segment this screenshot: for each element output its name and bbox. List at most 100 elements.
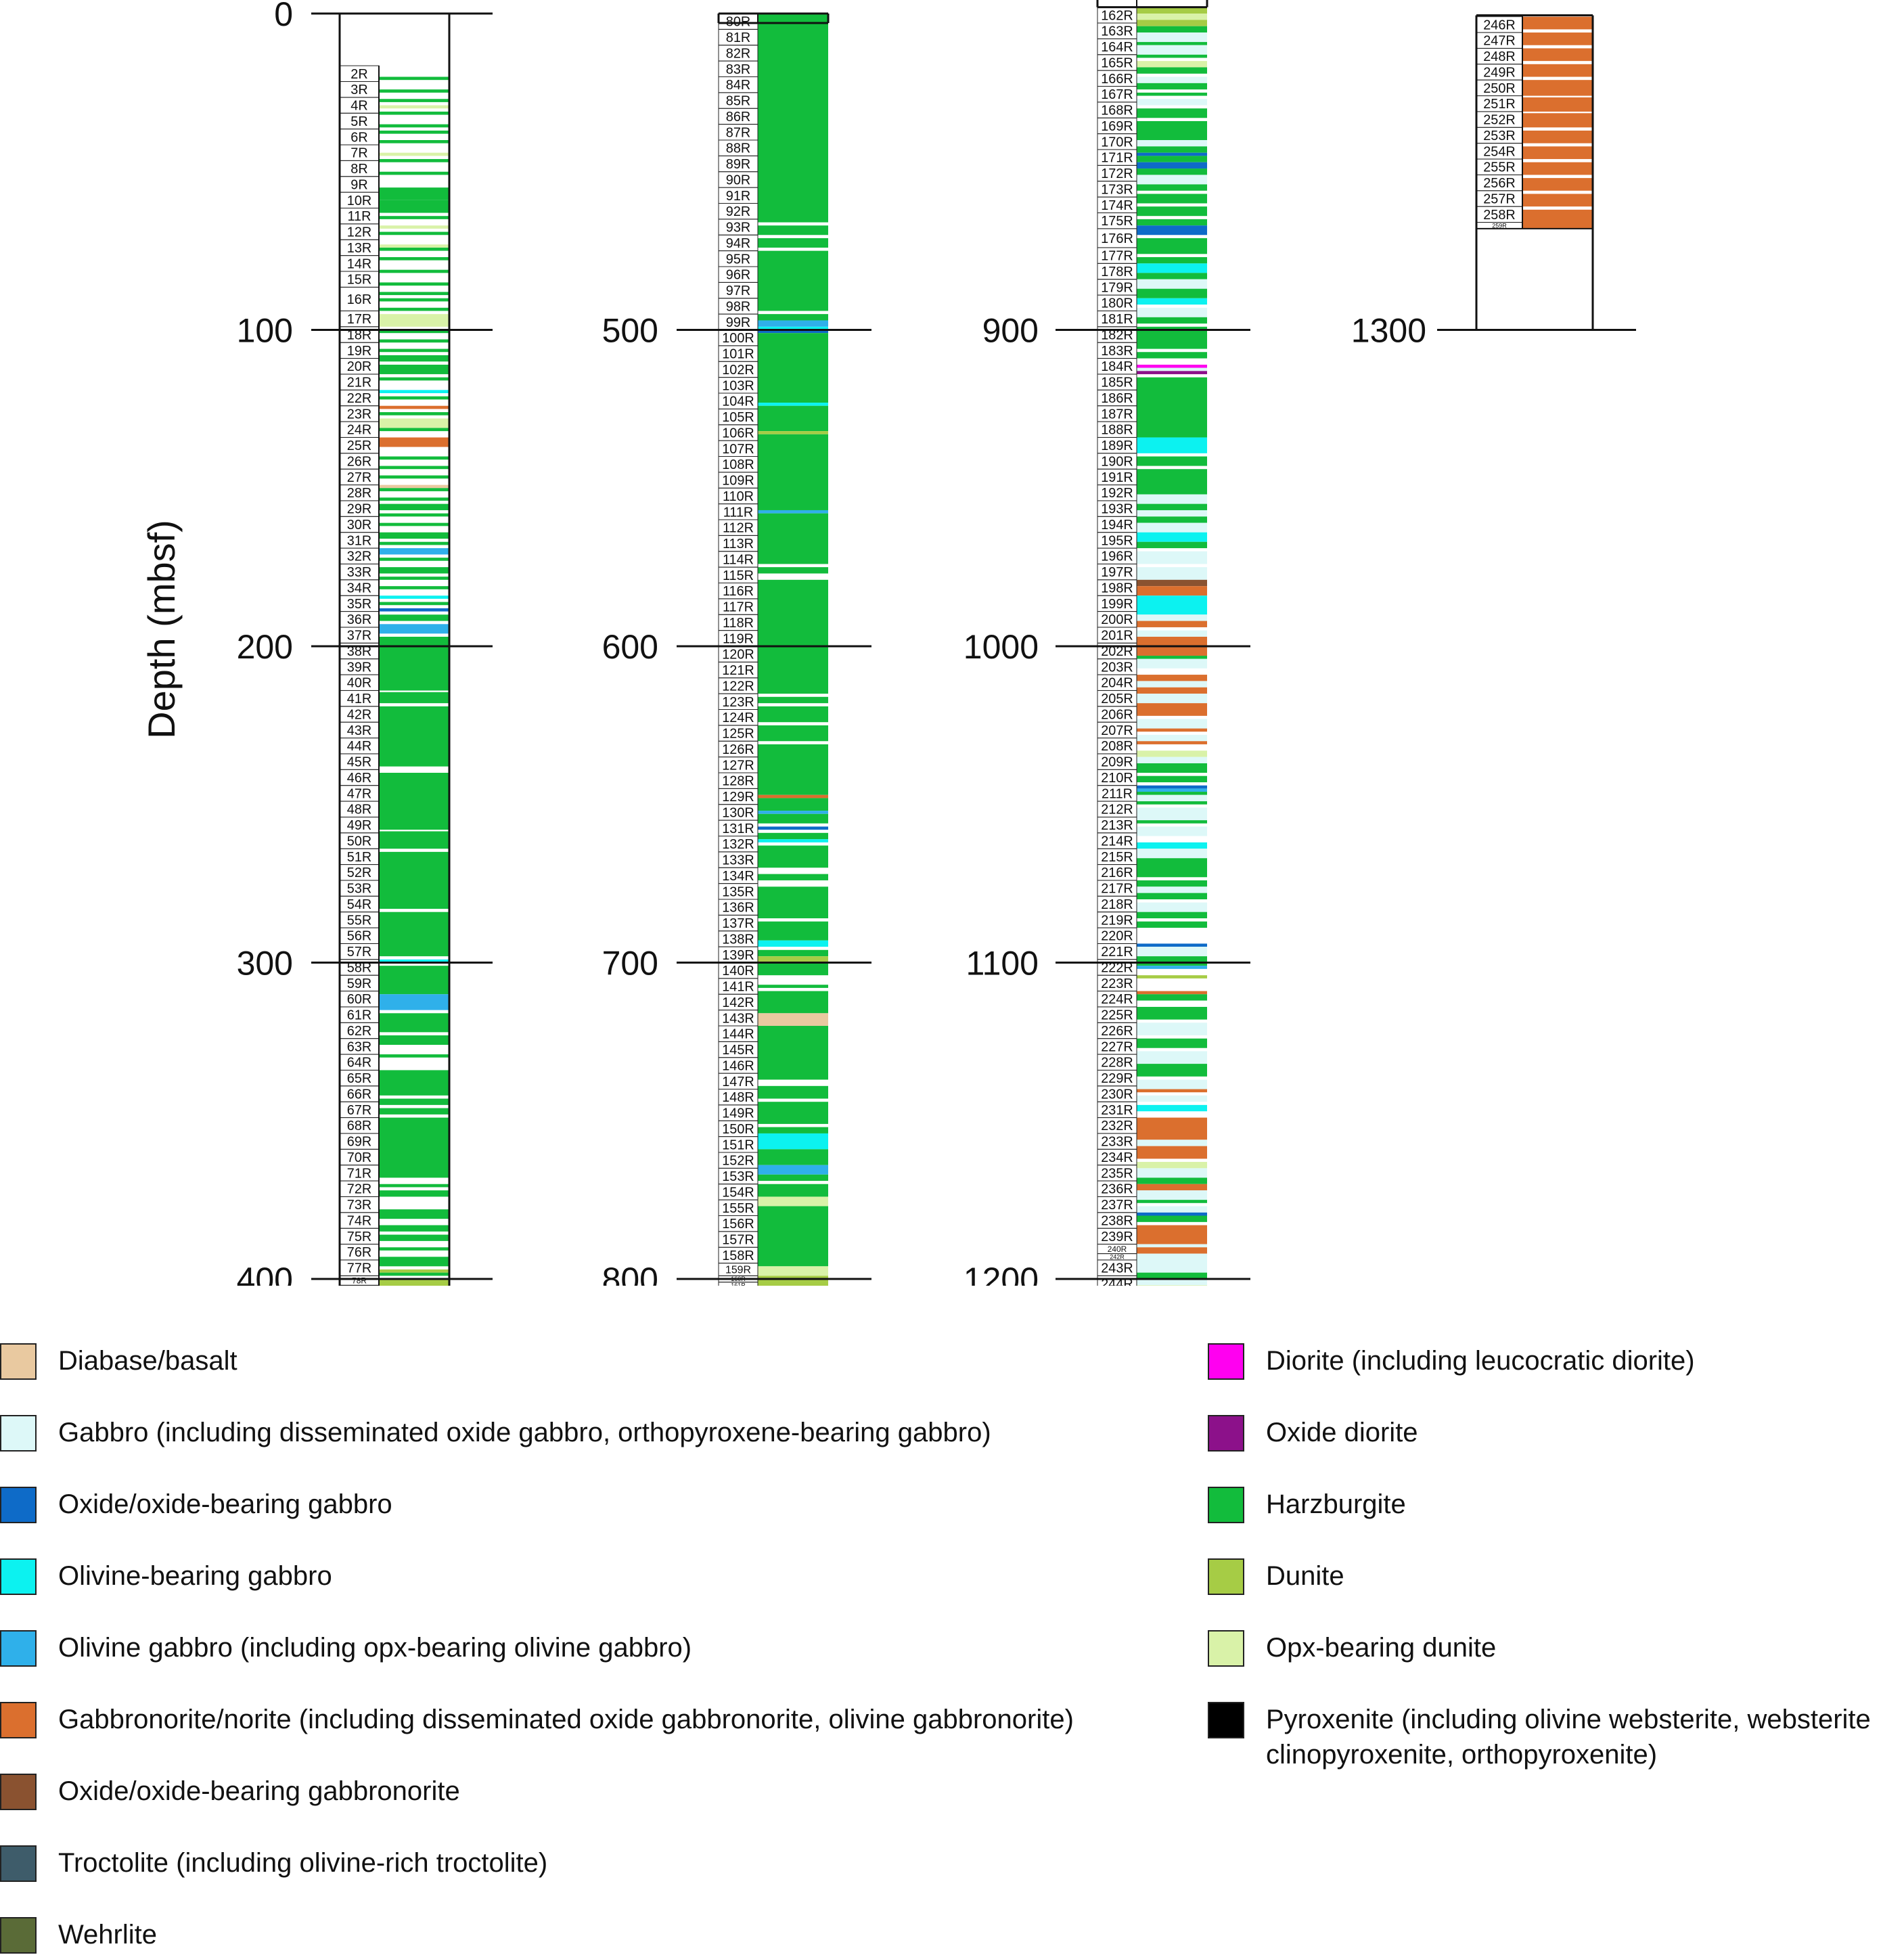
core-label: 37R [347, 629, 371, 644]
lithology-interval-harz [758, 985, 828, 988]
core-label: 31R [347, 533, 371, 548]
lithology-interval-harz [379, 111, 449, 115]
lithology-interval-gabnor [1522, 178, 1593, 191]
legend-swatch-troct [0, 1845, 37, 1882]
legend-swatch-wehrl [0, 1917, 37, 1954]
lithology-interval-harz [379, 247, 449, 251]
lithology-interval-harz [379, 503, 449, 510]
core-label: 137R [722, 916, 754, 931]
lithology-interval-opxdun [379, 244, 449, 248]
lithology-interval-harz [379, 292, 449, 296]
core-label: 10R [347, 194, 371, 208]
core-label: 150R [722, 1122, 754, 1137]
lithology-interval-gabbro [1137, 658, 1207, 669]
core-label: 247R [1483, 34, 1515, 49]
core-label: 209R [1101, 755, 1133, 770]
core-label: 63R [347, 1039, 371, 1054]
core-label: 48R [347, 803, 371, 817]
lithology-interval-gabnor [379, 405, 449, 409]
lithology-interval-harz [379, 1108, 449, 1115]
core-label: 259R [1492, 222, 1507, 229]
core-label: 97R [726, 284, 750, 298]
lithology-interval-harz [379, 339, 449, 343]
lithology-interval-harz [1137, 238, 1207, 254]
core-label: 89R [726, 157, 750, 172]
core-label: 30R [347, 518, 371, 533]
lithology-interval-olgab [1137, 788, 1207, 792]
lithology-interval-harz [379, 1013, 449, 1033]
core-label: 185R [1101, 376, 1133, 390]
core-label: 104R [722, 395, 754, 409]
lithology-interval-harz [1137, 456, 1207, 466]
lithology-interval-harz [379, 428, 449, 432]
lithology-interval-gabnor [1137, 621, 1207, 627]
core-label: 67R [347, 1103, 371, 1118]
lithology-interval-olbgab [758, 403, 828, 406]
core-label: 132R [722, 837, 754, 852]
lithology-interval-harz [758, 798, 828, 811]
core-label: 76R [347, 1245, 371, 1260]
lithology-interval-harz [1137, 516, 1207, 523]
lithology-interval-olgab [379, 994, 449, 1010]
core-label: 57R [347, 945, 371, 960]
lithology-interval-gabnor [1522, 64, 1593, 77]
lithology-interval-harz [379, 1247, 449, 1251]
lithology-interval-gabbro [1137, 849, 1207, 859]
lithology-interval-olgab [379, 548, 449, 555]
core-label: 158R [722, 1249, 754, 1263]
lithology-interval-gabnor [1522, 113, 1593, 128]
lithology-interval-harz [758, 238, 828, 248]
lithology-interval-olbgab [1137, 532, 1207, 542]
core-label: 113R [723, 537, 754, 552]
lithology-interval-harz [1137, 893, 1207, 899]
lithology-interval-harz [1137, 1200, 1207, 1203]
core-label: 202R [1101, 644, 1133, 659]
lithology-interval-harz [379, 348, 449, 353]
lithology-interval-harz [1137, 801, 1207, 805]
lithology-interval-harz [1137, 1177, 1207, 1184]
core-label: 72R [347, 1182, 371, 1197]
lithology-interval-harz [379, 522, 449, 526]
core-label: 21R [347, 376, 371, 390]
lithology-interval-harz [379, 558, 449, 561]
core-label: 239R [1101, 1230, 1133, 1244]
lithology-interval-harz [1137, 994, 1207, 1001]
core-label: 96R [726, 268, 750, 283]
core-label: 129R [722, 790, 754, 805]
core-label: 3R [350, 83, 367, 97]
lithology-interval-olgab [758, 811, 828, 814]
core-label: 232R [1101, 1119, 1133, 1133]
depth-tick-label: 200 [237, 628, 293, 666]
lithology-interval-opxdun [379, 152, 449, 156]
core-box [339, 1284, 380, 1286]
lithology-interval-harz [379, 1209, 449, 1219]
core-label: 42R [347, 707, 371, 722]
core-label: 154R [722, 1185, 754, 1200]
core-label: 217R [1101, 882, 1133, 897]
lithology-interval-harz [379, 140, 449, 143]
lithology-interval-opxdun [758, 1196, 828, 1207]
lithology-interval-harz [379, 216, 449, 219]
core-label: 166R [1101, 72, 1133, 87]
core-label: 100R [722, 331, 754, 346]
core-label: 18R [347, 328, 371, 342]
lithology-interval-harz [1137, 156, 1207, 162]
lithology-interval-harz [758, 225, 828, 235]
core-label: 147R [722, 1075, 754, 1089]
lithology-legend: Diabase/basalt Gabbro (including dissemin… [0, 1343, 1904, 1954]
core-label: 117R [723, 600, 754, 615]
depth-tick-label: 400 [237, 1261, 293, 1286]
lithology-interval-harz [379, 200, 449, 213]
legend-label-diabase: Diabase/basalt [58, 1346, 237, 1376]
core-label: 163R [1101, 24, 1133, 39]
core-label: 4R [350, 99, 367, 114]
lithology-interval-olbgab [1137, 263, 1207, 273]
lithology-interval-olbgab [1137, 437, 1207, 453]
legend-label-gabnor: Gabbronorite/norite (including dissemina… [58, 1705, 1074, 1734]
core-label: 123R [722, 695, 754, 710]
lithology-interval-harz [758, 886, 828, 919]
lithology-interval-harz [758, 567, 828, 574]
core-label: 142R [722, 995, 754, 1010]
core-label: 143R [722, 1011, 754, 1026]
depth-column-figure: Depth (mbsf) 2R3R4R5R6R7R8R9R10R11R12R13… [140, 0, 1636, 1286]
